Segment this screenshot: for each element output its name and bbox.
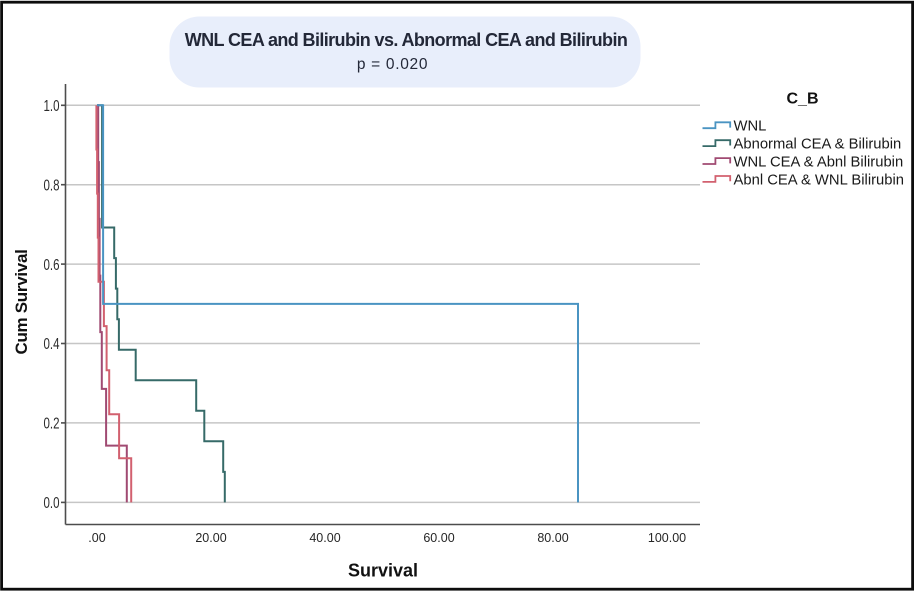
svg-text:0.0: 0.0 xyxy=(43,493,59,511)
svg-text:WNL CEA & Abnl Bilirubin: WNL CEA & Abnl Bilirubin xyxy=(734,154,904,170)
svg-text:p = 0.020: p = 0.020 xyxy=(357,56,428,73)
svg-text:.00: .00 xyxy=(88,531,105,545)
svg-text:Abnl CEA & WNL Bilirubin: Abnl CEA & WNL Bilirubin xyxy=(734,172,905,188)
svg-text:WNL: WNL xyxy=(734,119,767,135)
svg-text:0.8: 0.8 xyxy=(43,175,59,193)
svg-text:40.00: 40.00 xyxy=(309,531,340,545)
svg-text:0.2: 0.2 xyxy=(43,414,59,432)
svg-text:1.0: 1.0 xyxy=(43,96,59,114)
svg-text:60.00: 60.00 xyxy=(423,531,454,545)
svg-text:100.00: 100.00 xyxy=(648,531,686,545)
svg-text:Abnormal CEA & Bilirubin: Abnormal CEA & Bilirubin xyxy=(734,137,902,153)
svg-text:0.6: 0.6 xyxy=(43,255,59,273)
svg-text:WNL CEA and Bilirubin vs. Abno: WNL CEA and Bilirubin vs. Abnormal CEA a… xyxy=(185,30,628,50)
svg-text:20.00: 20.00 xyxy=(195,531,226,545)
svg-text:0.4: 0.4 xyxy=(43,334,59,352)
svg-text:Survival: Survival xyxy=(348,561,418,581)
svg-text:80.00: 80.00 xyxy=(537,531,568,545)
svg-text:Cum Survival: Cum Survival xyxy=(12,249,31,354)
svg-text:C_B: C_B xyxy=(786,91,818,108)
